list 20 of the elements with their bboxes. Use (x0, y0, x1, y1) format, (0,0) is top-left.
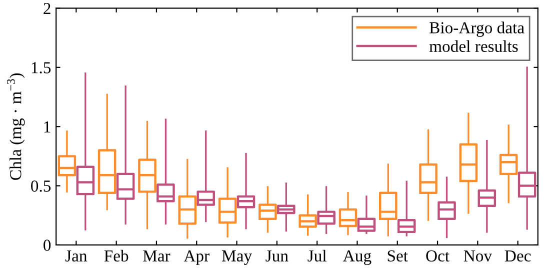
x-tick-label: Oct (426, 250, 450, 262)
y-tick-label: 2 (44, 2, 50, 14)
x-tick-label: Mar (143, 250, 170, 262)
x-tick-label: Jun (266, 250, 288, 262)
y-tick-label: 0 (44, 240, 51, 251)
y-tick-label: 0.5 (31, 180, 51, 192)
y-axis-title: Chla (mg · m$^{−3}$) (7, 73, 25, 180)
y-tick-label: 1 (44, 121, 50, 132)
x-tick-label: May (222, 250, 252, 265)
x-tick-label: Apr (184, 250, 210, 265)
x-tick-label: Set (388, 250, 408, 262)
legend-label: Bio-Argo data (430, 22, 524, 37)
y-tick-label: 1.5 (32, 62, 51, 74)
legend-label: model results (429, 40, 518, 52)
x-tick-label: Jul (308, 250, 326, 262)
x-tick-label: Dec (504, 250, 531, 262)
x-tick-label: Nov (464, 250, 492, 262)
x-tick-label: Aug (343, 250, 372, 265)
x-tick-label: Jan (65, 250, 88, 262)
x-tick-label: Feb (104, 250, 128, 262)
